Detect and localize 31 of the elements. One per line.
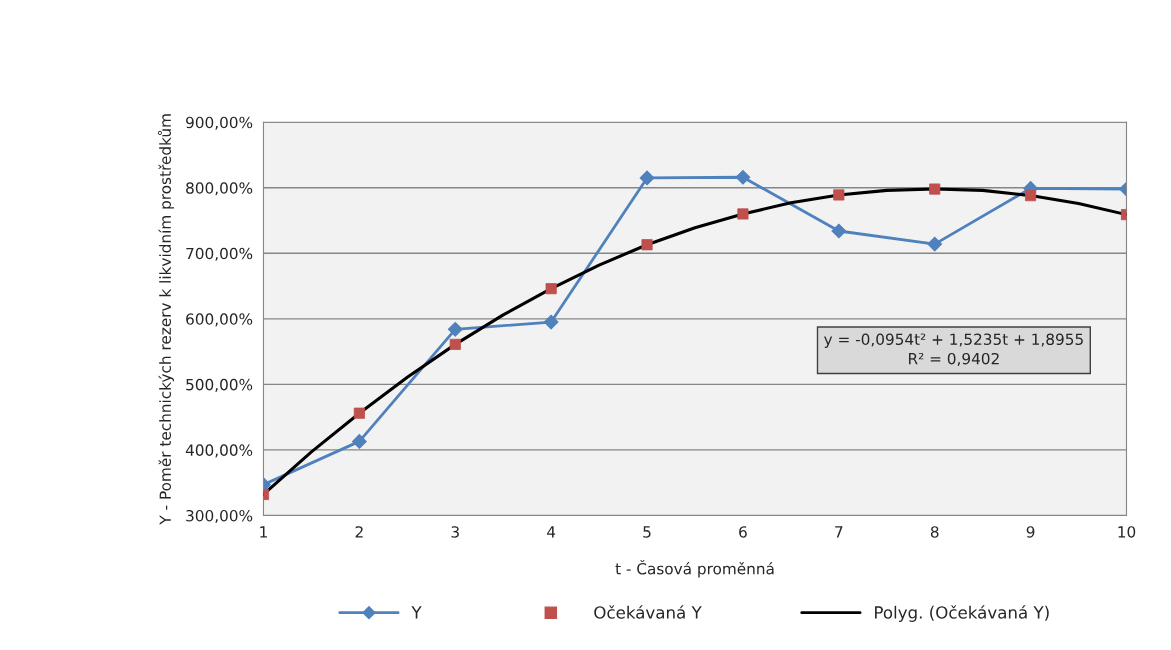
point — [543, 314, 559, 330]
x-tick-label: 2 — [355, 526, 363, 538]
x-tick-label: 6 — [739, 526, 747, 538]
x-tick-label: 4 — [547, 526, 556, 538]
point — [447, 321, 463, 337]
legend-label: Očekávaná Y — [594, 605, 702, 619]
x-axis-title: t - Časová proměnná — [615, 560, 774, 578]
x-tick-label: 7 — [835, 526, 843, 538]
x-tick-label: 10 — [1118, 526, 1136, 538]
point — [639, 170, 655, 186]
x-tick-label: 5 — [643, 526, 651, 538]
y-tick-label: 300,00% — [186, 509, 253, 524]
y-tick-label: 700,00% — [186, 247, 253, 261]
legend-label: Polyg. (Očekávaná Y) — [875, 605, 1049, 622]
x-tick-label: 3 — [451, 526, 459, 538]
x-tick-label: 1 — [260, 526, 267, 538]
point — [351, 433, 367, 449]
y-tick-label: 600,00% — [186, 313, 253, 327]
x-tick-label: 8 — [930, 526, 939, 538]
y-tick-label: 900,00% — [186, 116, 253, 130]
y-tick-label: 500,00% — [186, 378, 253, 392]
y-axis-title: Y - Poměr technických rezerv k likvidním prostředkům — [157, 114, 174, 525]
annotation: y = -0,0954t² + 1,5235t + 1,8955 — [824, 333, 1083, 348]
y-tick-label: 400,00% — [185, 444, 253, 458]
legend-label: Y — [411, 606, 422, 619]
x-tick-label: 9 — [1026, 526, 1035, 538]
y-tick-label: 800,00% — [186, 182, 253, 196]
point — [831, 223, 847, 239]
point — [927, 236, 943, 252]
annotation: R² = 0,9402 — [909, 352, 999, 366]
point — [735, 169, 751, 185]
